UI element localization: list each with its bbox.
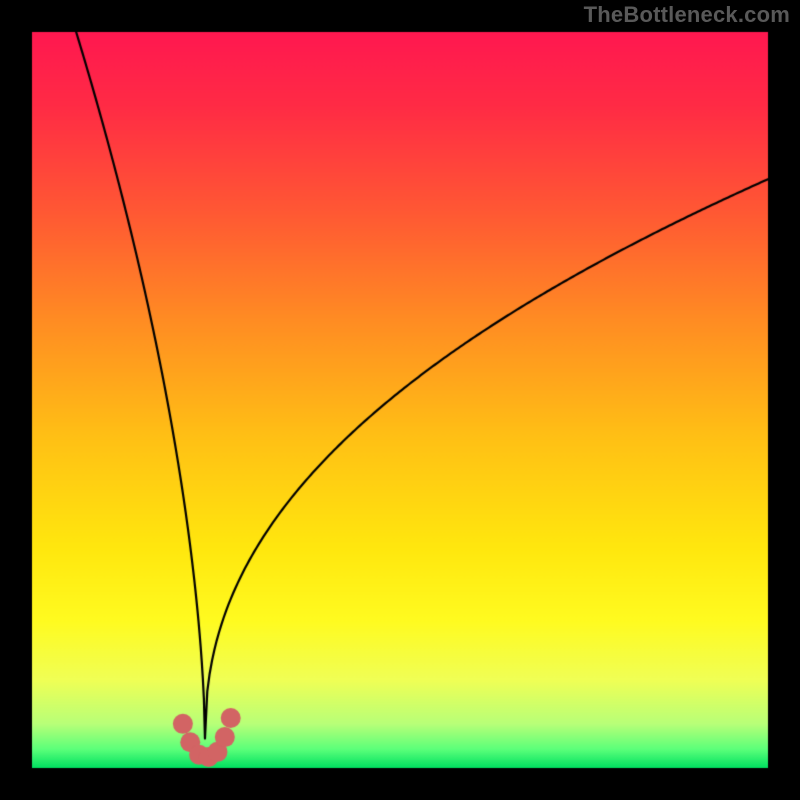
chart-stage: TheBottleneck.com — [0, 0, 800, 800]
chart-canvas — [0, 0, 800, 800]
watermark-text: TheBottleneck.com — [584, 2, 790, 28]
